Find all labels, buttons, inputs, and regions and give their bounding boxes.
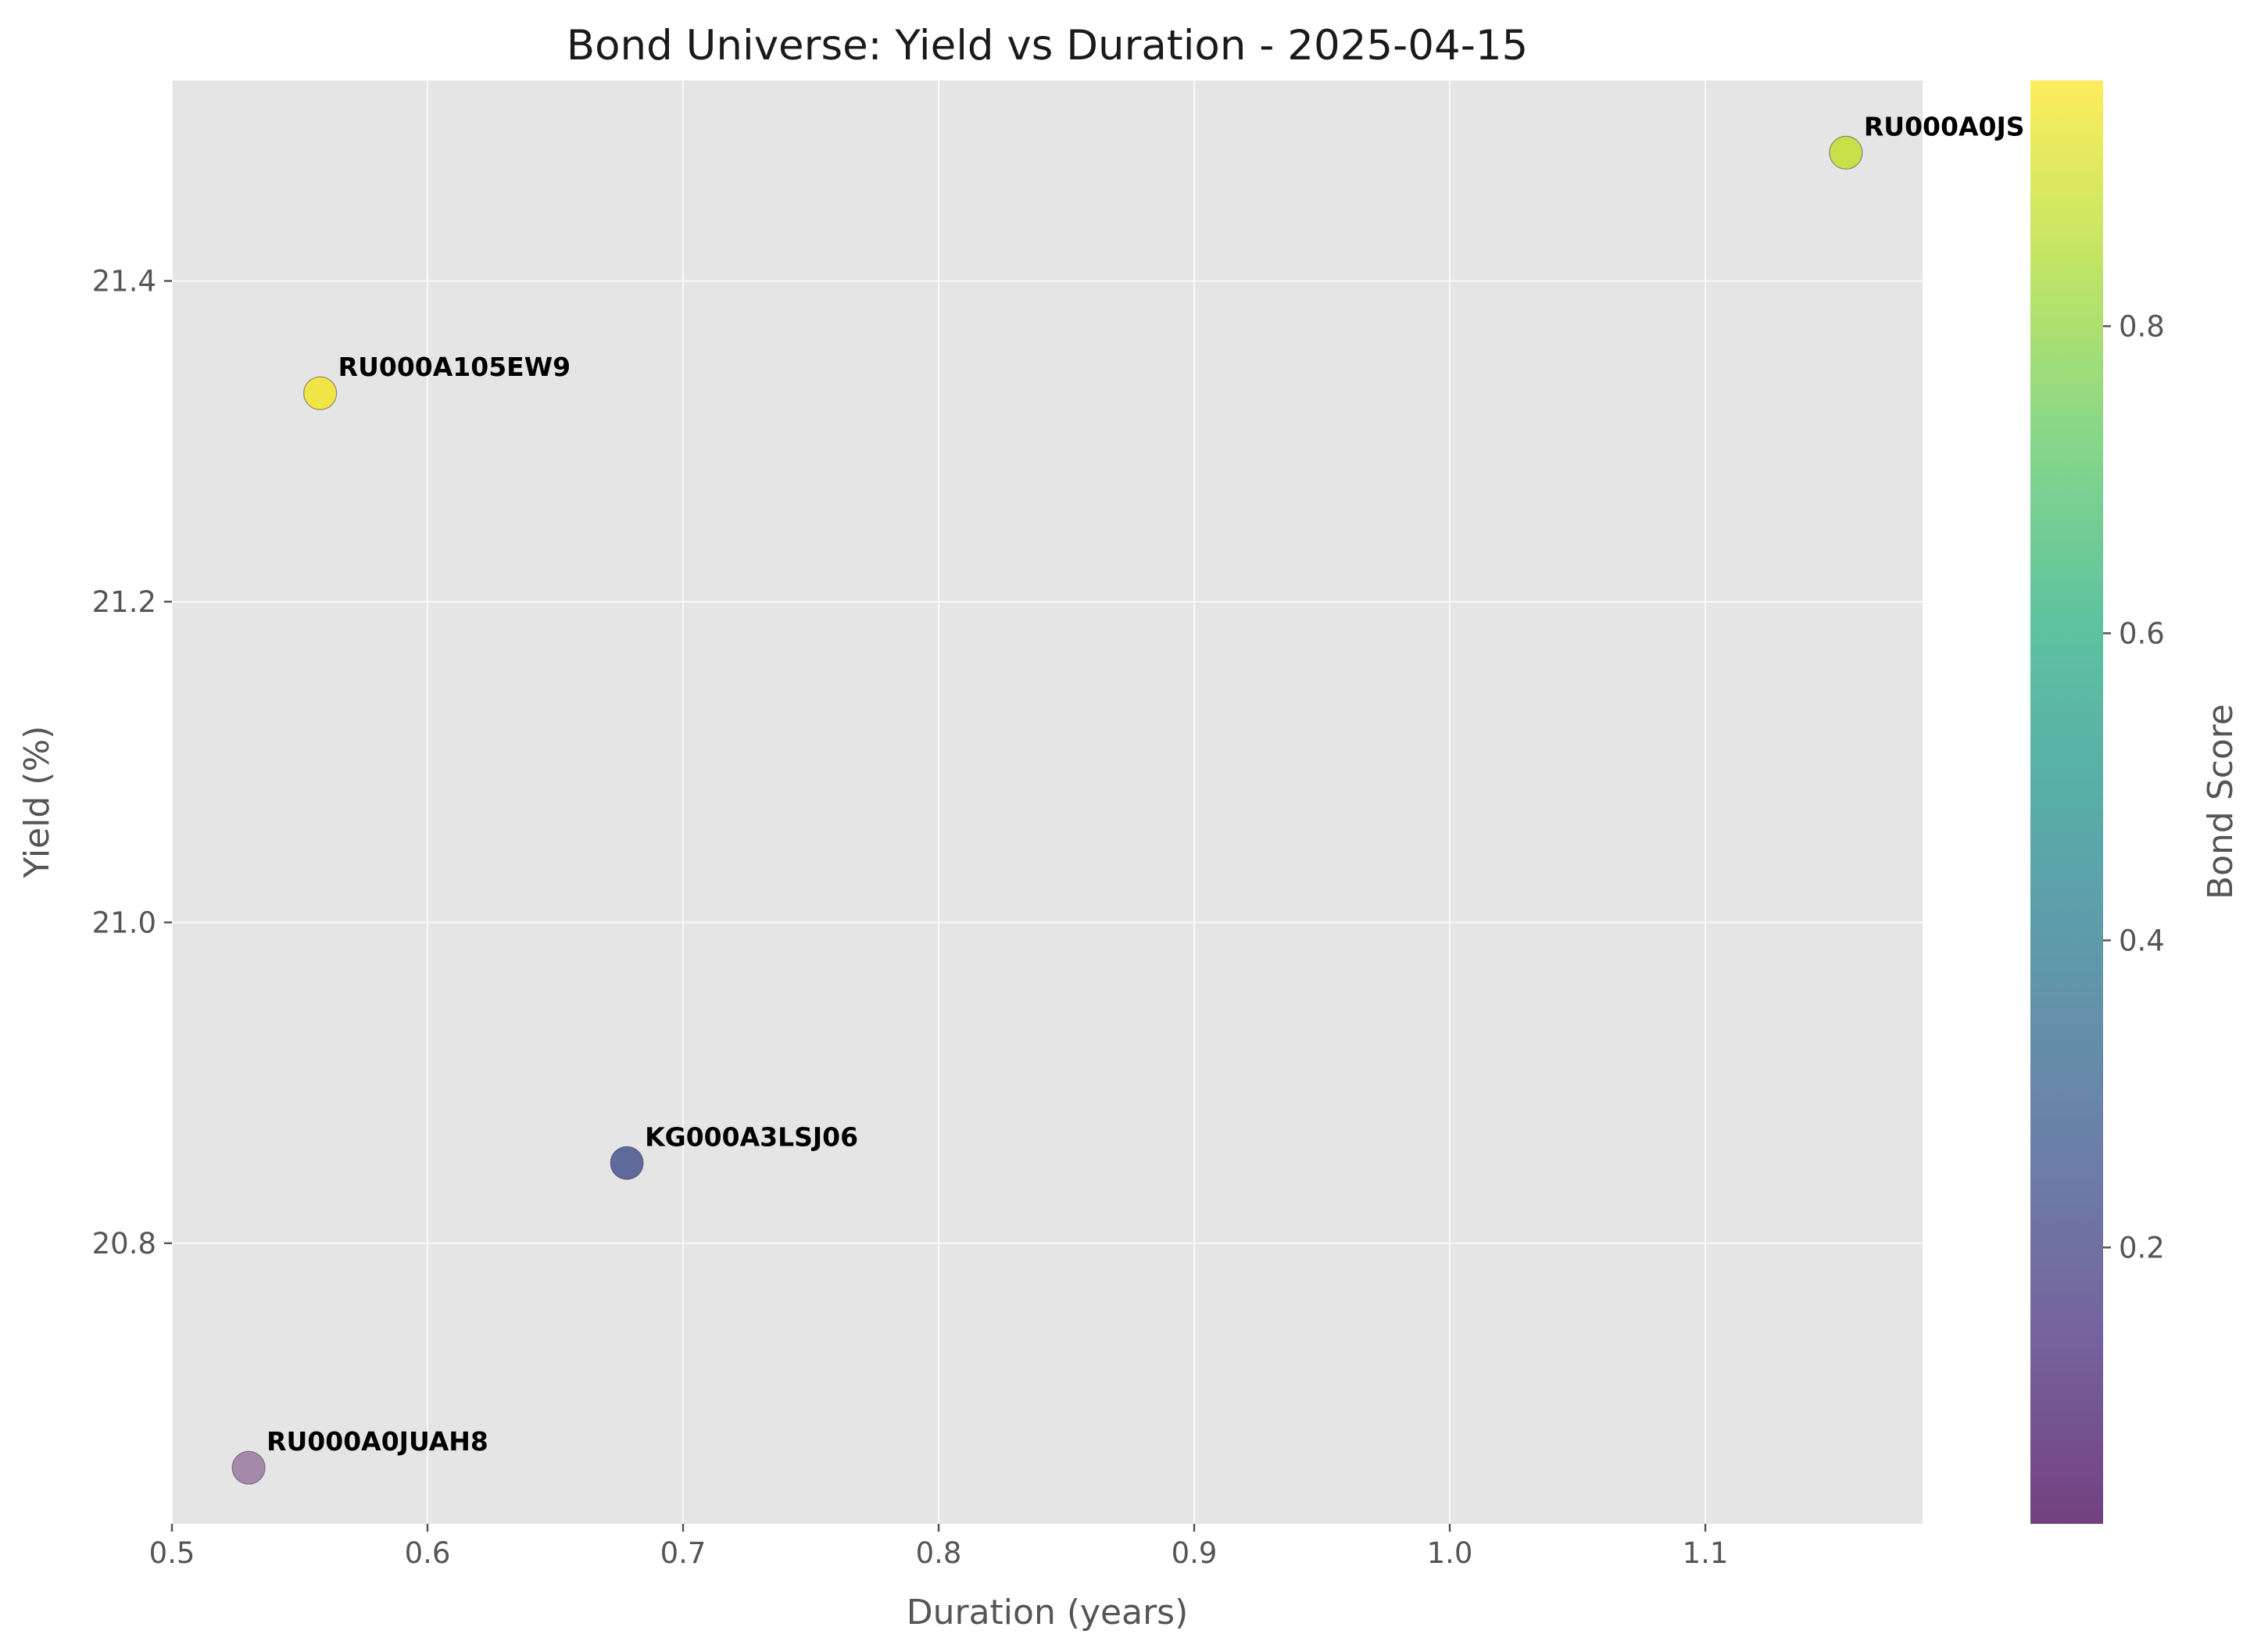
x-axis-label: Duration (years): [907, 1593, 1189, 1632]
y-axis-label: Yield (%): [17, 726, 57, 879]
scatter-point: [231, 1450, 266, 1485]
x-tick-label: 0.9: [1172, 1536, 1218, 1570]
y-tick-label: 21.2: [92, 585, 156, 619]
colorbar-label: Bond Score: [2201, 704, 2241, 899]
scatter-point: [303, 376, 338, 410]
point-label: KG000A3LSJ06: [645, 1121, 858, 1152]
y-axis: 20.8 21.0 21.2 21.4: [92, 265, 172, 1260]
colorbar-tick-label: 0.6: [2119, 617, 2165, 650]
y-tick-label: 20.8: [92, 1227, 156, 1260]
plot-area: [172, 80, 1923, 1524]
x-axis: 0.5 0.6 0.7 0.8 0.9 1.0 1.1: [149, 1524, 1729, 1570]
point-label: RU000A0JS: [1864, 111, 2025, 141]
colorbar-tick-label: 0.8: [2119, 309, 2165, 343]
colorbar: [2030, 80, 2103, 1524]
x-tick-label: 1.0: [1427, 1536, 1473, 1570]
y-tick-label: 21.0: [92, 906, 156, 939]
colorbar-ticks: 0.2 0.4 0.6 0.8: [2103, 309, 2165, 1264]
scatter-point: [610, 1146, 644, 1180]
data-points: [231, 135, 1863, 1485]
point-label: RU000A0JUAH8: [267, 1426, 488, 1457]
chart-title: Bond Universe: Yield vs Duration - 2025-…: [567, 22, 1529, 70]
x-tick-label: 0.6: [405, 1536, 451, 1570]
x-tick-label: 1.1: [1683, 1536, 1729, 1570]
grid-lines: [171, 80, 1923, 1524]
point-labels: RU000A0JUAH8 KG000A3LSJ06 RU000A105EW9 RU00…: [267, 111, 2024, 1457]
y-tick-label: 21.4: [92, 265, 156, 299]
scatter-point: [1829, 135, 1863, 170]
x-tick-label: 0.7: [660, 1536, 707, 1570]
colorbar-tick-label: 0.4: [2119, 924, 2165, 957]
x-tick-label: 0.8: [916, 1536, 962, 1570]
x-tick-label: 0.5: [149, 1536, 195, 1570]
point-label: RU000A105EW9: [338, 352, 571, 382]
colorbar-tick-label: 0.2: [2119, 1231, 2165, 1264]
